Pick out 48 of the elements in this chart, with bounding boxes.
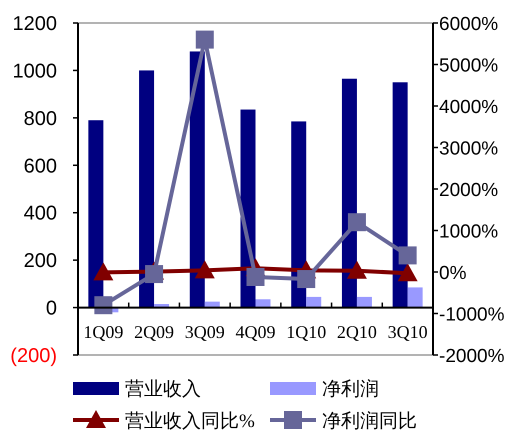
y2-tick-label: -2000% — [439, 346, 505, 367]
bar — [88, 120, 104, 308]
legend-label: 营业收入 — [125, 379, 201, 400]
bar — [139, 70, 154, 308]
legend-label: 净利润同比 — [322, 410, 417, 430]
legend-item: 营业收入 — [73, 379, 201, 400]
x-tick-label: 1Q10 — [286, 322, 326, 342]
point — [246, 268, 264, 286]
point — [346, 260, 367, 279]
legend-label: 净利润 — [322, 378, 379, 400]
legend-label: 营业收入同比% — [125, 411, 255, 430]
legend-item: 净利润 — [270, 379, 379, 400]
x-tick-label: 2Q09 — [134, 322, 174, 342]
y2-tick-label: 0% — [439, 263, 467, 284]
point — [297, 270, 316, 288]
point — [93, 262, 114, 280]
y2-tick-label: -1000% — [439, 304, 505, 326]
y2-tick-label: 4000% — [439, 97, 498, 118]
legend-item: 营业收入同比% — [73, 410, 255, 430]
y2-tick-label: 6000% — [439, 14, 498, 35]
legend-item: 净利润同比 — [270, 411, 417, 430]
point — [194, 260, 215, 278]
x-tick-label: 3Q10 — [388, 322, 428, 342]
y-tick-label: (200) — [10, 345, 57, 367]
y2-tick-label: 5000% — [439, 56, 498, 76]
point — [398, 246, 417, 264]
point — [348, 213, 366, 232]
y-tick-label: 200 — [24, 250, 57, 272]
y-tick-label: 1000 — [12, 60, 57, 82]
x-tick-label: 4Q09 — [236, 322, 276, 342]
y-tick-label: 1200 — [12, 13, 57, 35]
y2-tick-label: 1000% — [439, 222, 498, 242]
x-tick-label: 2Q10 — [336, 322, 377, 342]
y2-tick-label: 2000% — [439, 180, 498, 201]
bar — [392, 82, 408, 308]
x-tick-label: 1Q09 — [83, 322, 124, 342]
x-tick-label: 3Q09 — [184, 322, 225, 342]
y-tick-label: 400 — [24, 202, 57, 225]
bar — [291, 121, 306, 308]
y-tick-label: 0 — [46, 298, 57, 320]
point — [145, 265, 164, 284]
bar — [190, 51, 205, 308]
y-tick-label: 800 — [24, 108, 57, 130]
y2-tick-label: 3000% — [439, 138, 498, 160]
point — [196, 30, 214, 49]
bar — [408, 287, 423, 308]
y-tick-label: 600 — [24, 155, 57, 178]
point — [398, 263, 418, 282]
